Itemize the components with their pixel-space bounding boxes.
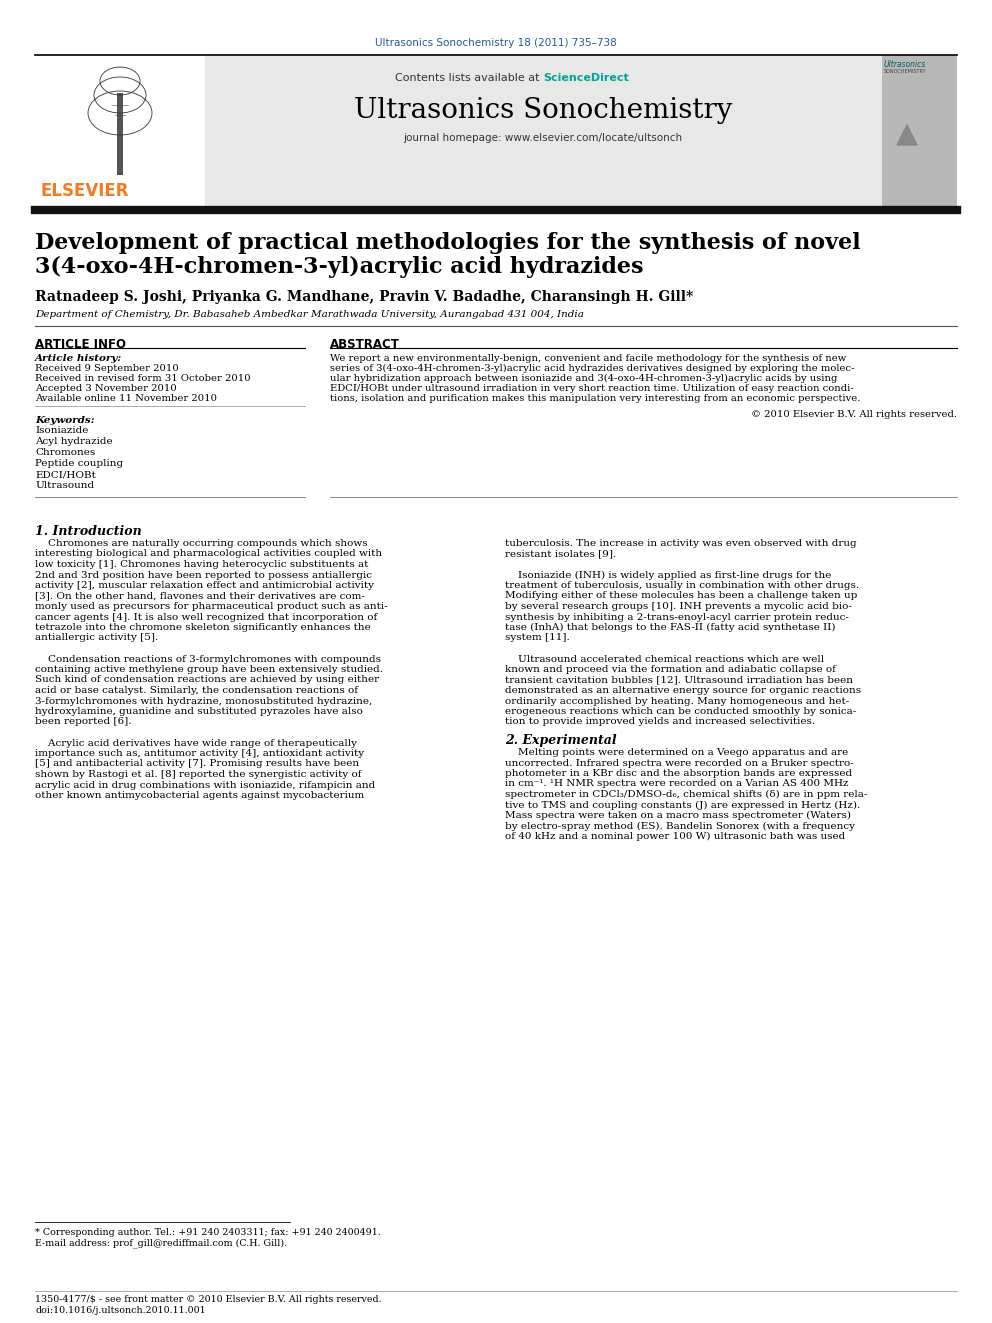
Text: Chromones: Chromones <box>35 448 95 456</box>
Text: other known antimycobacterial agents against mycobacterium: other known antimycobacterial agents aga… <box>35 791 364 800</box>
Text: ARTICLE INFO: ARTICLE INFO <box>35 337 126 351</box>
Text: Isoniazide (INH) is widely applied as first-line drugs for the: Isoniazide (INH) is widely applied as fi… <box>505 570 831 579</box>
Text: Ultrasound accelerated chemical reactions which are well: Ultrasound accelerated chemical reaction… <box>505 655 824 664</box>
Text: tive to TMS and coupling constants (J) are expressed in Hertz (Hz).: tive to TMS and coupling constants (J) a… <box>505 800 860 810</box>
Text: Ultrasound: Ultrasound <box>35 482 94 490</box>
Text: Contents lists available at: Contents lists available at <box>395 73 543 83</box>
Text: hydroxylamine, guanidine and substituted pyrazoles have also: hydroxylamine, guanidine and substituted… <box>35 706 363 716</box>
Text: 1350-4177/$ - see front matter © 2010 Elsevier B.V. All rights reserved.: 1350-4177/$ - see front matter © 2010 El… <box>35 1295 382 1304</box>
Text: 2. Experimental: 2. Experimental <box>505 734 617 747</box>
Text: Peptide coupling: Peptide coupling <box>35 459 123 468</box>
Polygon shape <box>897 124 917 146</box>
Text: Accepted 3 November 2010: Accepted 3 November 2010 <box>35 384 177 393</box>
Text: 1. Introduction: 1. Introduction <box>35 525 142 538</box>
Text: monly used as precursors for pharmaceutical product such as anti-: monly used as precursors for pharmaceuti… <box>35 602 388 611</box>
Text: Received 9 September 2010: Received 9 September 2010 <box>35 364 179 373</box>
Text: E-mail address: prof_gill@rediffmail.com (C.H. Gill).: E-mail address: prof_gill@rediffmail.com… <box>35 1238 287 1248</box>
Text: ABSTRACT: ABSTRACT <box>330 337 400 351</box>
Text: ular hybridization approach between isoniazide and 3(4-oxo-4H-chromen-3-yl)acryl: ular hybridization approach between ison… <box>330 374 837 384</box>
Text: of 40 kHz and a nominal power 100 W) ultrasonic bath was used: of 40 kHz and a nominal power 100 W) ult… <box>505 832 845 841</box>
Text: acrylic acid in drug combinations with isoniazide, rifampicin and: acrylic acid in drug combinations with i… <box>35 781 375 790</box>
Text: Development of practical methodologies for the synthesis of novel: Development of practical methodologies f… <box>35 232 861 254</box>
Bar <box>35 56 205 210</box>
Text: in cm⁻¹. ¹H NMR spectra were recorded on a Varian AS 400 MHz: in cm⁻¹. ¹H NMR spectra were recorded on… <box>505 779 848 789</box>
Text: containing active methylene group have been extensively studied.: containing active methylene group have b… <box>35 665 383 673</box>
Text: Acyl hydrazide: Acyl hydrazide <box>35 437 113 446</box>
Text: acid or base catalyst. Similarly, the condensation reactions of: acid or base catalyst. Similarly, the co… <box>35 687 358 695</box>
Text: ELSEVIER: ELSEVIER <box>40 183 129 200</box>
Text: 3-formylchromones with hydrazine, monosubstituted hydrazine,: 3-formylchromones with hydrazine, monosu… <box>35 696 372 705</box>
Text: importance such as, antitumor activity [4], antioxidant activity: importance such as, antitumor activity [… <box>35 749 364 758</box>
Bar <box>882 56 957 210</box>
Text: demonstrated as an alternative energy source for organic reactions: demonstrated as an alternative energy so… <box>505 687 861 695</box>
Text: resistant isolates [9].: resistant isolates [9]. <box>505 549 616 558</box>
Bar <box>35 56 957 210</box>
Text: Ratnadeep S. Joshi, Priyanka G. Mandhane, Pravin V. Badadhe, Charansingh H. Gill: Ratnadeep S. Joshi, Priyanka G. Mandhane… <box>35 290 693 304</box>
Text: tion to provide improved yields and increased selectivities.: tion to provide improved yields and incr… <box>505 717 815 726</box>
Text: 2nd and 3rd position have been reported to possess antiallergic: 2nd and 3rd position have been reported … <box>35 570 372 579</box>
Text: Available online 11 November 2010: Available online 11 November 2010 <box>35 394 217 404</box>
Text: tetrazole into the chromone skeleton significantly enhances the: tetrazole into the chromone skeleton sig… <box>35 623 371 632</box>
Text: EDCI/HOBt under ultrasound irradiation in very short reaction time. Utilization : EDCI/HOBt under ultrasound irradiation i… <box>330 384 854 393</box>
Text: synthesis by inhibiting a 2-trans-enoyl-acyl carrier protein reduc-: synthesis by inhibiting a 2-trans-enoyl-… <box>505 613 849 622</box>
Text: uncorrected. Infrared spectra were recorded on a Bruker spectro-: uncorrected. Infrared spectra were recor… <box>505 758 854 767</box>
Text: © 2010 Elsevier B.V. All rights reserved.: © 2010 Elsevier B.V. All rights reserved… <box>751 410 957 419</box>
Text: ScienceDirect: ScienceDirect <box>543 73 629 83</box>
Text: Such kind of condensation reactions are achieved by using either: Such kind of condensation reactions are … <box>35 676 379 684</box>
Text: Mass spectra were taken on a macro mass spectrometer (Waters): Mass spectra were taken on a macro mass … <box>505 811 851 820</box>
Text: Ultrasonics Sonochemistry: Ultrasonics Sonochemistry <box>354 97 732 124</box>
Text: system [11].: system [11]. <box>505 634 569 643</box>
Text: transient cavitation bubbles [12]. Ultrasound irradiation has been: transient cavitation bubbles [12]. Ultra… <box>505 676 853 684</box>
Text: Department of Chemistry, Dr. Babasaheb Ambedkar Marathwada University, Aurangaba: Department of Chemistry, Dr. Babasaheb A… <box>35 310 584 319</box>
Text: [3]. On the other hand, flavones and their derivatives are com-: [3]. On the other hand, flavones and the… <box>35 591 365 601</box>
Text: SONOCHEMISTRY: SONOCHEMISTRY <box>884 69 927 74</box>
Text: interesting biological and pharmacological activities coupled with: interesting biological and pharmacologic… <box>35 549 382 558</box>
Text: Ultrasonics Sonochemistry 18 (2011) 735–738: Ultrasonics Sonochemistry 18 (2011) 735–… <box>375 38 617 48</box>
Text: low toxicity [1]. Chromones having heterocyclic substituents at: low toxicity [1]. Chromones having heter… <box>35 560 368 569</box>
Text: antiallergic activity [5].: antiallergic activity [5]. <box>35 634 159 643</box>
Text: Melting points were determined on a Veego apparatus and are: Melting points were determined on a Veeg… <box>505 747 848 757</box>
Text: by electro-spray method (ES). Bandelin Sonorex (with a frequency: by electro-spray method (ES). Bandelin S… <box>505 822 855 831</box>
Text: Ultrasonics: Ultrasonics <box>884 60 927 69</box>
Text: Condensation reactions of 3-formylchromones with compounds: Condensation reactions of 3-formylchromo… <box>35 655 381 664</box>
Text: Acrylic acid derivatives have wide range of therapeutically: Acrylic acid derivatives have wide range… <box>35 738 357 747</box>
Text: erogeneous reactions which can be conducted smoothly by sonica-: erogeneous reactions which can be conduc… <box>505 706 856 716</box>
Text: cancer agents [4]. It is also well recognized that incorporation of: cancer agents [4]. It is also well recog… <box>35 613 377 622</box>
Text: Received in revised form 31 October 2010: Received in revised form 31 October 2010 <box>35 374 251 382</box>
Text: by several research groups [10]. INH prevents a mycolic acid bio-: by several research groups [10]. INH pre… <box>505 602 852 611</box>
Text: series of 3(4-oxo-4H-chromen-3-yl)acrylic acid hydrazides derivatives designed b: series of 3(4-oxo-4H-chromen-3-yl)acryli… <box>330 364 854 373</box>
Text: Article history:: Article history: <box>35 355 122 363</box>
Text: treatment of tuberculosis, usually in combination with other drugs.: treatment of tuberculosis, usually in co… <box>505 581 859 590</box>
Text: photometer in a KBr disc and the absorption bands are expressed: photometer in a KBr disc and the absorpt… <box>505 769 852 778</box>
Text: EDCI/HOBt: EDCI/HOBt <box>35 470 96 479</box>
Text: known and proceed via the formation and adiabatic collapse of: known and proceed via the formation and … <box>505 665 836 673</box>
Bar <box>117 93 123 175</box>
Text: journal homepage: www.elsevier.com/locate/ultsonch: journal homepage: www.elsevier.com/locat… <box>404 134 682 143</box>
Text: 3(4-oxo-4H-chromen-3-yl)acrylic acid hydrazides: 3(4-oxo-4H-chromen-3-yl)acrylic acid hyd… <box>35 255 644 278</box>
Text: tions, isolation and purification makes this manipulation very interesting from : tions, isolation and purification makes … <box>330 394 860 404</box>
Text: spectrometer in CDCl₃/DMSO-d₆, chemical shifts (δ) are in ppm rela-: spectrometer in CDCl₃/DMSO-d₆, chemical … <box>505 790 867 799</box>
Text: tuberculosis. The increase in activity was even observed with drug: tuberculosis. The increase in activity w… <box>505 538 857 548</box>
Text: activity [2], muscular relaxation effect and antimicrobial activity: activity [2], muscular relaxation effect… <box>35 581 374 590</box>
Text: [5] and antibacterial activity [7]. Promising results have been: [5] and antibacterial activity [7]. Prom… <box>35 759 359 769</box>
Text: ordinarily accomplished by heating. Many homogeneous and het-: ordinarily accomplished by heating. Many… <box>505 696 849 705</box>
Text: Isoniazide: Isoniazide <box>35 426 88 435</box>
Text: We report a new environmentally-benign, convenient and facile methodology for th: We report a new environmentally-benign, … <box>330 355 846 363</box>
Text: Modifying either of these molecules has been a challenge taken up: Modifying either of these molecules has … <box>505 591 857 601</box>
Text: tase (InhA) that belongs to the FAS-II (fatty acid synthetase II): tase (InhA) that belongs to the FAS-II (… <box>505 623 835 632</box>
Text: Chromones are naturally occurring compounds which shows: Chromones are naturally occurring compou… <box>35 538 368 548</box>
Text: been reported [6].: been reported [6]. <box>35 717 132 726</box>
Text: shown by Rastogi et al. [8] reported the synergistic activity of: shown by Rastogi et al. [8] reported the… <box>35 770 361 779</box>
Text: doi:10.1016/j.ultsonch.2010.11.001: doi:10.1016/j.ultsonch.2010.11.001 <box>35 1306 205 1315</box>
Text: Keywords:: Keywords: <box>35 415 94 425</box>
Text: * Corresponding author. Tel.: +91 240 2403311; fax: +91 240 2400491.: * Corresponding author. Tel.: +91 240 24… <box>35 1228 381 1237</box>
